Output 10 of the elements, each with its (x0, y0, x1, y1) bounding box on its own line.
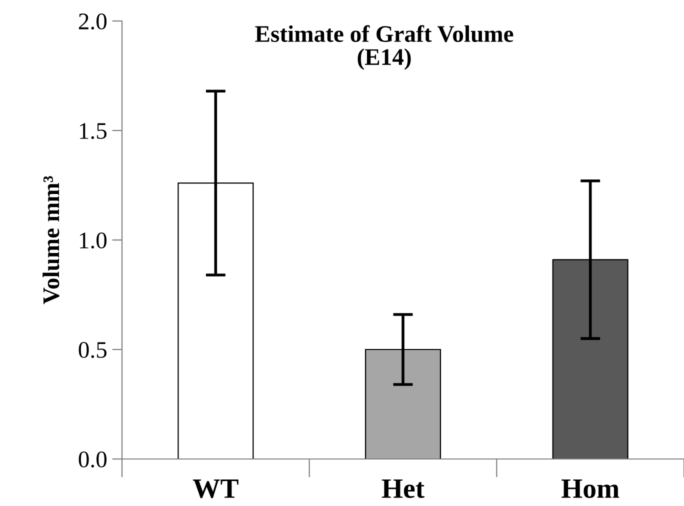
x-tick-label: Hom (561, 480, 620, 498)
y-tick-label: 0.5 (78, 342, 106, 358)
x-tick-label: Het (382, 480, 424, 498)
y-tick-label: 2.0 (78, 13, 107, 30)
text: Estimate of Graft Volume (E14) (255, 25, 514, 70)
x-tick-label: WT (192, 480, 238, 498)
y-tick-label: 0.0 (78, 451, 107, 468)
y-tick-label: 1.0 (80, 232, 107, 249)
y-axis-title: Volume mm³ (42, 176, 60, 304)
y-tick-label: 1.5 (80, 123, 106, 140)
